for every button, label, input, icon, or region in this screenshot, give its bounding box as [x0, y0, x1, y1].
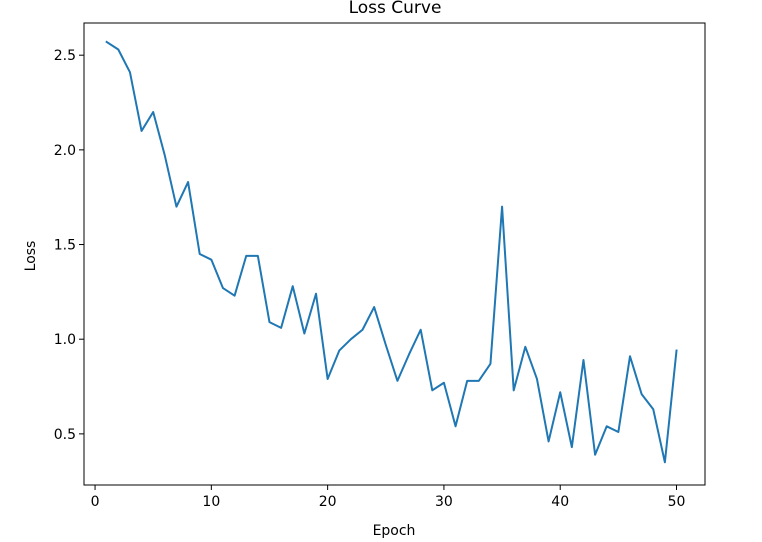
y-tick-label: 2.5 [54, 48, 76, 64]
plot-frame [83, 22, 706, 486]
x-tick-label: 0 [91, 494, 100, 510]
y-tick-label: 2.0 [54, 143, 76, 159]
y-tick-label: 1.5 [54, 238, 76, 254]
x-axis: 0 10 20 30 40 50 [91, 485, 686, 510]
x-tick-label: 10 [202, 494, 220, 510]
series-layer [105, 40, 678, 464]
y-axis: 0.5 1.0 1.5 2.0 2.5 [54, 48, 84, 443]
y-axis-title: Loss [23, 241, 39, 272]
y-tick-label: 0.5 [54, 427, 76, 443]
plot-area [84, 23, 705, 485]
y-tick-label: 1.0 [54, 332, 76, 348]
loss-series-line [105, 40, 678, 464]
x-axis-title: Epoch [373, 523, 416, 539]
x-tick-label: 30 [435, 494, 453, 510]
x-tick-label: 40 [551, 494, 569, 510]
chart-title: Loss Curve [349, 0, 442, 18]
x-tick-label: 20 [319, 494, 337, 510]
x-tick-label: 50 [668, 494, 686, 510]
